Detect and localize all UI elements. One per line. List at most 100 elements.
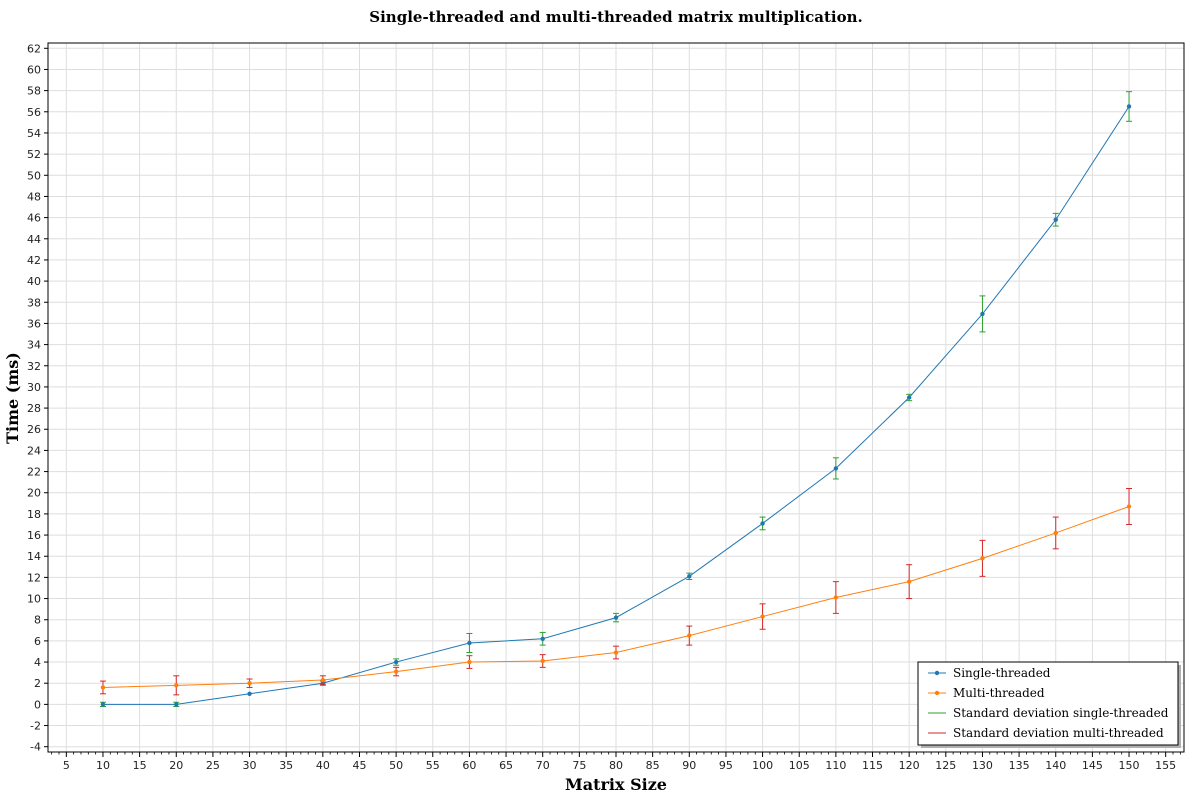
data-point <box>100 685 106 690</box>
series-multi-threaded <box>99 488 1133 696</box>
data-point <box>247 691 252 696</box>
x-tick-label: 80 <box>609 759 623 772</box>
x-tick-label: 30 <box>243 759 257 772</box>
data-point <box>320 677 326 683</box>
x-tick-label: 25 <box>206 759 220 772</box>
x-tick-label: 55 <box>426 759 440 772</box>
legend-marker <box>934 690 940 696</box>
x-tick-label: 50 <box>389 759 403 772</box>
x-tick-label: 155 <box>1155 759 1176 772</box>
x-tick-label: 75 <box>572 759 586 772</box>
y-tick-label: 0 <box>34 698 41 711</box>
data-point <box>467 659 472 665</box>
data-point <box>247 681 252 686</box>
y-tick-label: 46 <box>27 212 41 225</box>
y-tick-label: 30 <box>27 381 41 394</box>
y-tick-label: -4 <box>30 741 41 754</box>
data-point <box>613 615 619 620</box>
data-point <box>833 466 839 471</box>
y-tick-label: -2 <box>30 720 41 733</box>
legend-item: Standard deviation multi-threaded <box>928 726 1164 740</box>
data-point <box>540 636 545 641</box>
data-point <box>760 614 765 619</box>
legend-item: Standard deviation single-threaded <box>928 706 1169 720</box>
data-point <box>1126 104 1132 109</box>
data-point <box>980 311 985 317</box>
x-tick-label: 135 <box>1009 759 1030 772</box>
x-tick-label: 20 <box>169 759 183 772</box>
y-tick-label: 2 <box>34 677 41 690</box>
y-tick-label: 44 <box>27 233 41 246</box>
data-point <box>687 574 692 579</box>
x-tick-label: 95 <box>719 759 733 772</box>
legend-label: Single-threaded <box>953 666 1051 680</box>
data-point <box>1053 530 1058 536</box>
legend-box <box>917 661 1179 746</box>
y-axis-label: Time (ms) <box>3 352 22 444</box>
x-tick-label: 150 <box>1119 759 1140 772</box>
plot-series <box>99 91 1133 707</box>
data-point <box>613 650 619 655</box>
x-tick-label: 45 <box>352 759 366 772</box>
grid <box>48 43 1184 752</box>
x-tick-label: 115 <box>862 759 883 772</box>
x-tick-label: 40 <box>316 759 330 772</box>
data-point <box>1126 504 1132 509</box>
x-tick-label: 5 <box>63 759 70 772</box>
x-tick-label: 100 <box>752 759 773 772</box>
series-single-threaded <box>99 91 1133 707</box>
y-tick-label: 42 <box>27 254 41 267</box>
legend-label: Standard deviation single-threaded <box>953 706 1169 720</box>
data-point <box>906 579 912 584</box>
y-tick-label: 18 <box>27 508 41 521</box>
legend-item: Multi-threaded <box>928 686 1045 700</box>
x-tick-label: 145 <box>1082 759 1103 772</box>
x-tick-label: 60 <box>462 759 476 772</box>
y-tick-label: 16 <box>27 529 41 542</box>
y-tick-label: 54 <box>27 127 41 140</box>
x-tick-label: 10 <box>96 759 110 772</box>
x-axis-label: Matrix Size <box>565 775 667 794</box>
y-tick-label: 28 <box>27 402 41 415</box>
x-tick-label: 125 <box>935 759 956 772</box>
y-tick-label: 14 <box>27 550 41 563</box>
y-tick-label: 48 <box>27 190 41 203</box>
data-point <box>687 633 692 638</box>
data-point <box>393 659 399 665</box>
data-point <box>1053 217 1058 222</box>
x-tick-label: 35 <box>279 759 293 772</box>
y-tick-label: 56 <box>27 106 41 119</box>
x-tick-label: 110 <box>825 759 846 772</box>
chart-title: Single-threaded and multi-threaded matri… <box>369 8 862 26</box>
y-tick-label: 8 <box>34 614 41 627</box>
y-tick-label: 12 <box>27 571 41 584</box>
y-tick-label: 32 <box>27 360 41 373</box>
y-tick-label: 4 <box>34 656 41 669</box>
plot-frame <box>47 42 1185 753</box>
x-tick-label: 120 <box>899 759 920 772</box>
y-tick-label: 52 <box>27 148 41 161</box>
y-tick-label: 40 <box>27 275 41 288</box>
y-tick-label: 20 <box>27 487 41 500</box>
data-point <box>760 521 765 526</box>
y-tick-label: 10 <box>27 593 41 606</box>
x-tick-label: 105 <box>789 759 810 772</box>
y-tick-label: 38 <box>27 296 41 309</box>
y-tick-label: 6 <box>34 635 41 648</box>
data-point <box>174 683 179 688</box>
data-point <box>906 395 912 400</box>
y-tick-label: 24 <box>27 444 41 457</box>
x-tick-label: 90 <box>682 759 696 772</box>
data-point <box>980 556 985 561</box>
y-tick-label: 22 <box>27 466 41 479</box>
y-tick-label: 62 <box>27 42 41 55</box>
y-tick-label: 26 <box>27 423 41 436</box>
data-point <box>100 702 106 707</box>
x-tick-label: 140 <box>1045 759 1066 772</box>
legend-label: Standard deviation multi-threaded <box>953 726 1164 740</box>
x-tick-label: 15 <box>133 759 147 772</box>
legend: Single-threaded Multi-threaded Standard de… <box>917 661 1181 748</box>
data-point <box>833 595 839 600</box>
data-point <box>393 669 399 674</box>
x-tick-label: 85 <box>646 759 660 772</box>
